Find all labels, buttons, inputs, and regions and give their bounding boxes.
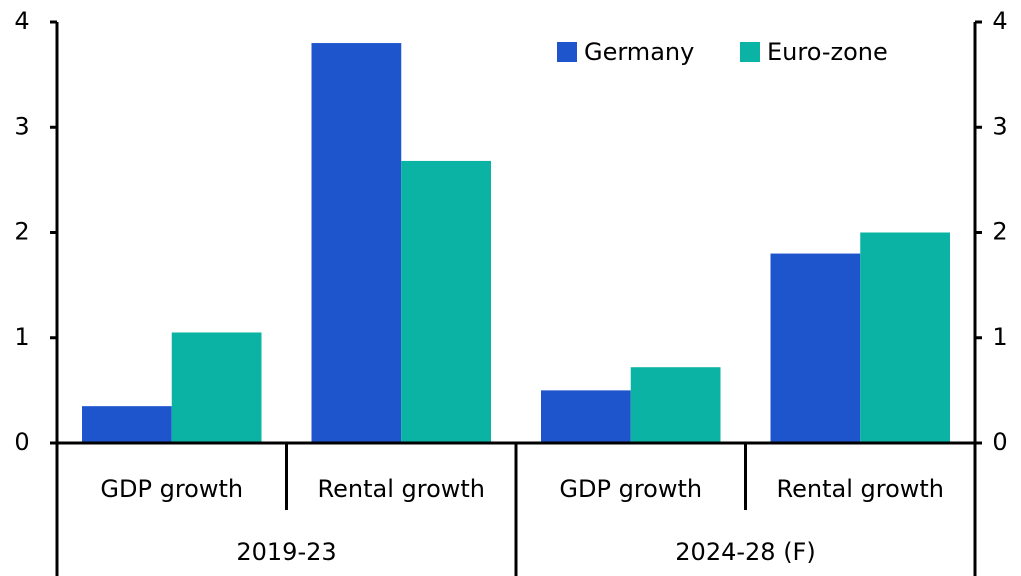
y2-tick-label: 2 bbox=[992, 218, 1007, 246]
legend-swatch bbox=[740, 42, 760, 62]
bar bbox=[770, 253, 861, 443]
bar bbox=[860, 232, 950, 443]
group-label: 2024-28 (F) bbox=[675, 538, 815, 566]
bar bbox=[630, 367, 721, 443]
bar bbox=[401, 160, 491, 443]
legend-label: Euro-zone bbox=[767, 38, 888, 66]
group-label: 2019-23 bbox=[236, 538, 336, 566]
x-tick-label: Rental growth bbox=[777, 475, 945, 503]
x-tick-label: GDP growth bbox=[100, 475, 243, 503]
y2-tick-label: 3 bbox=[992, 112, 1007, 140]
x-tick-label: Rental growth bbox=[318, 475, 486, 503]
y2-tick-label: 1 bbox=[992, 323, 1007, 351]
bar bbox=[541, 390, 631, 443]
y2-tick-label: 4 bbox=[992, 7, 1007, 35]
y-tick-label: 4 bbox=[14, 7, 29, 35]
y-tick-label: 0 bbox=[14, 428, 29, 456]
y2-tick-label: 0 bbox=[992, 428, 1007, 456]
legend-swatch bbox=[557, 42, 577, 62]
bar bbox=[171, 332, 262, 443]
x-tick-label: GDP growth bbox=[559, 475, 702, 503]
bar bbox=[311, 43, 402, 444]
legend-label: Germany bbox=[584, 38, 694, 66]
y-tick-label: 3 bbox=[14, 112, 29, 140]
y-tick-label: 2 bbox=[14, 218, 29, 246]
bar bbox=[82, 406, 172, 443]
y-tick-label: 1 bbox=[14, 323, 29, 351]
